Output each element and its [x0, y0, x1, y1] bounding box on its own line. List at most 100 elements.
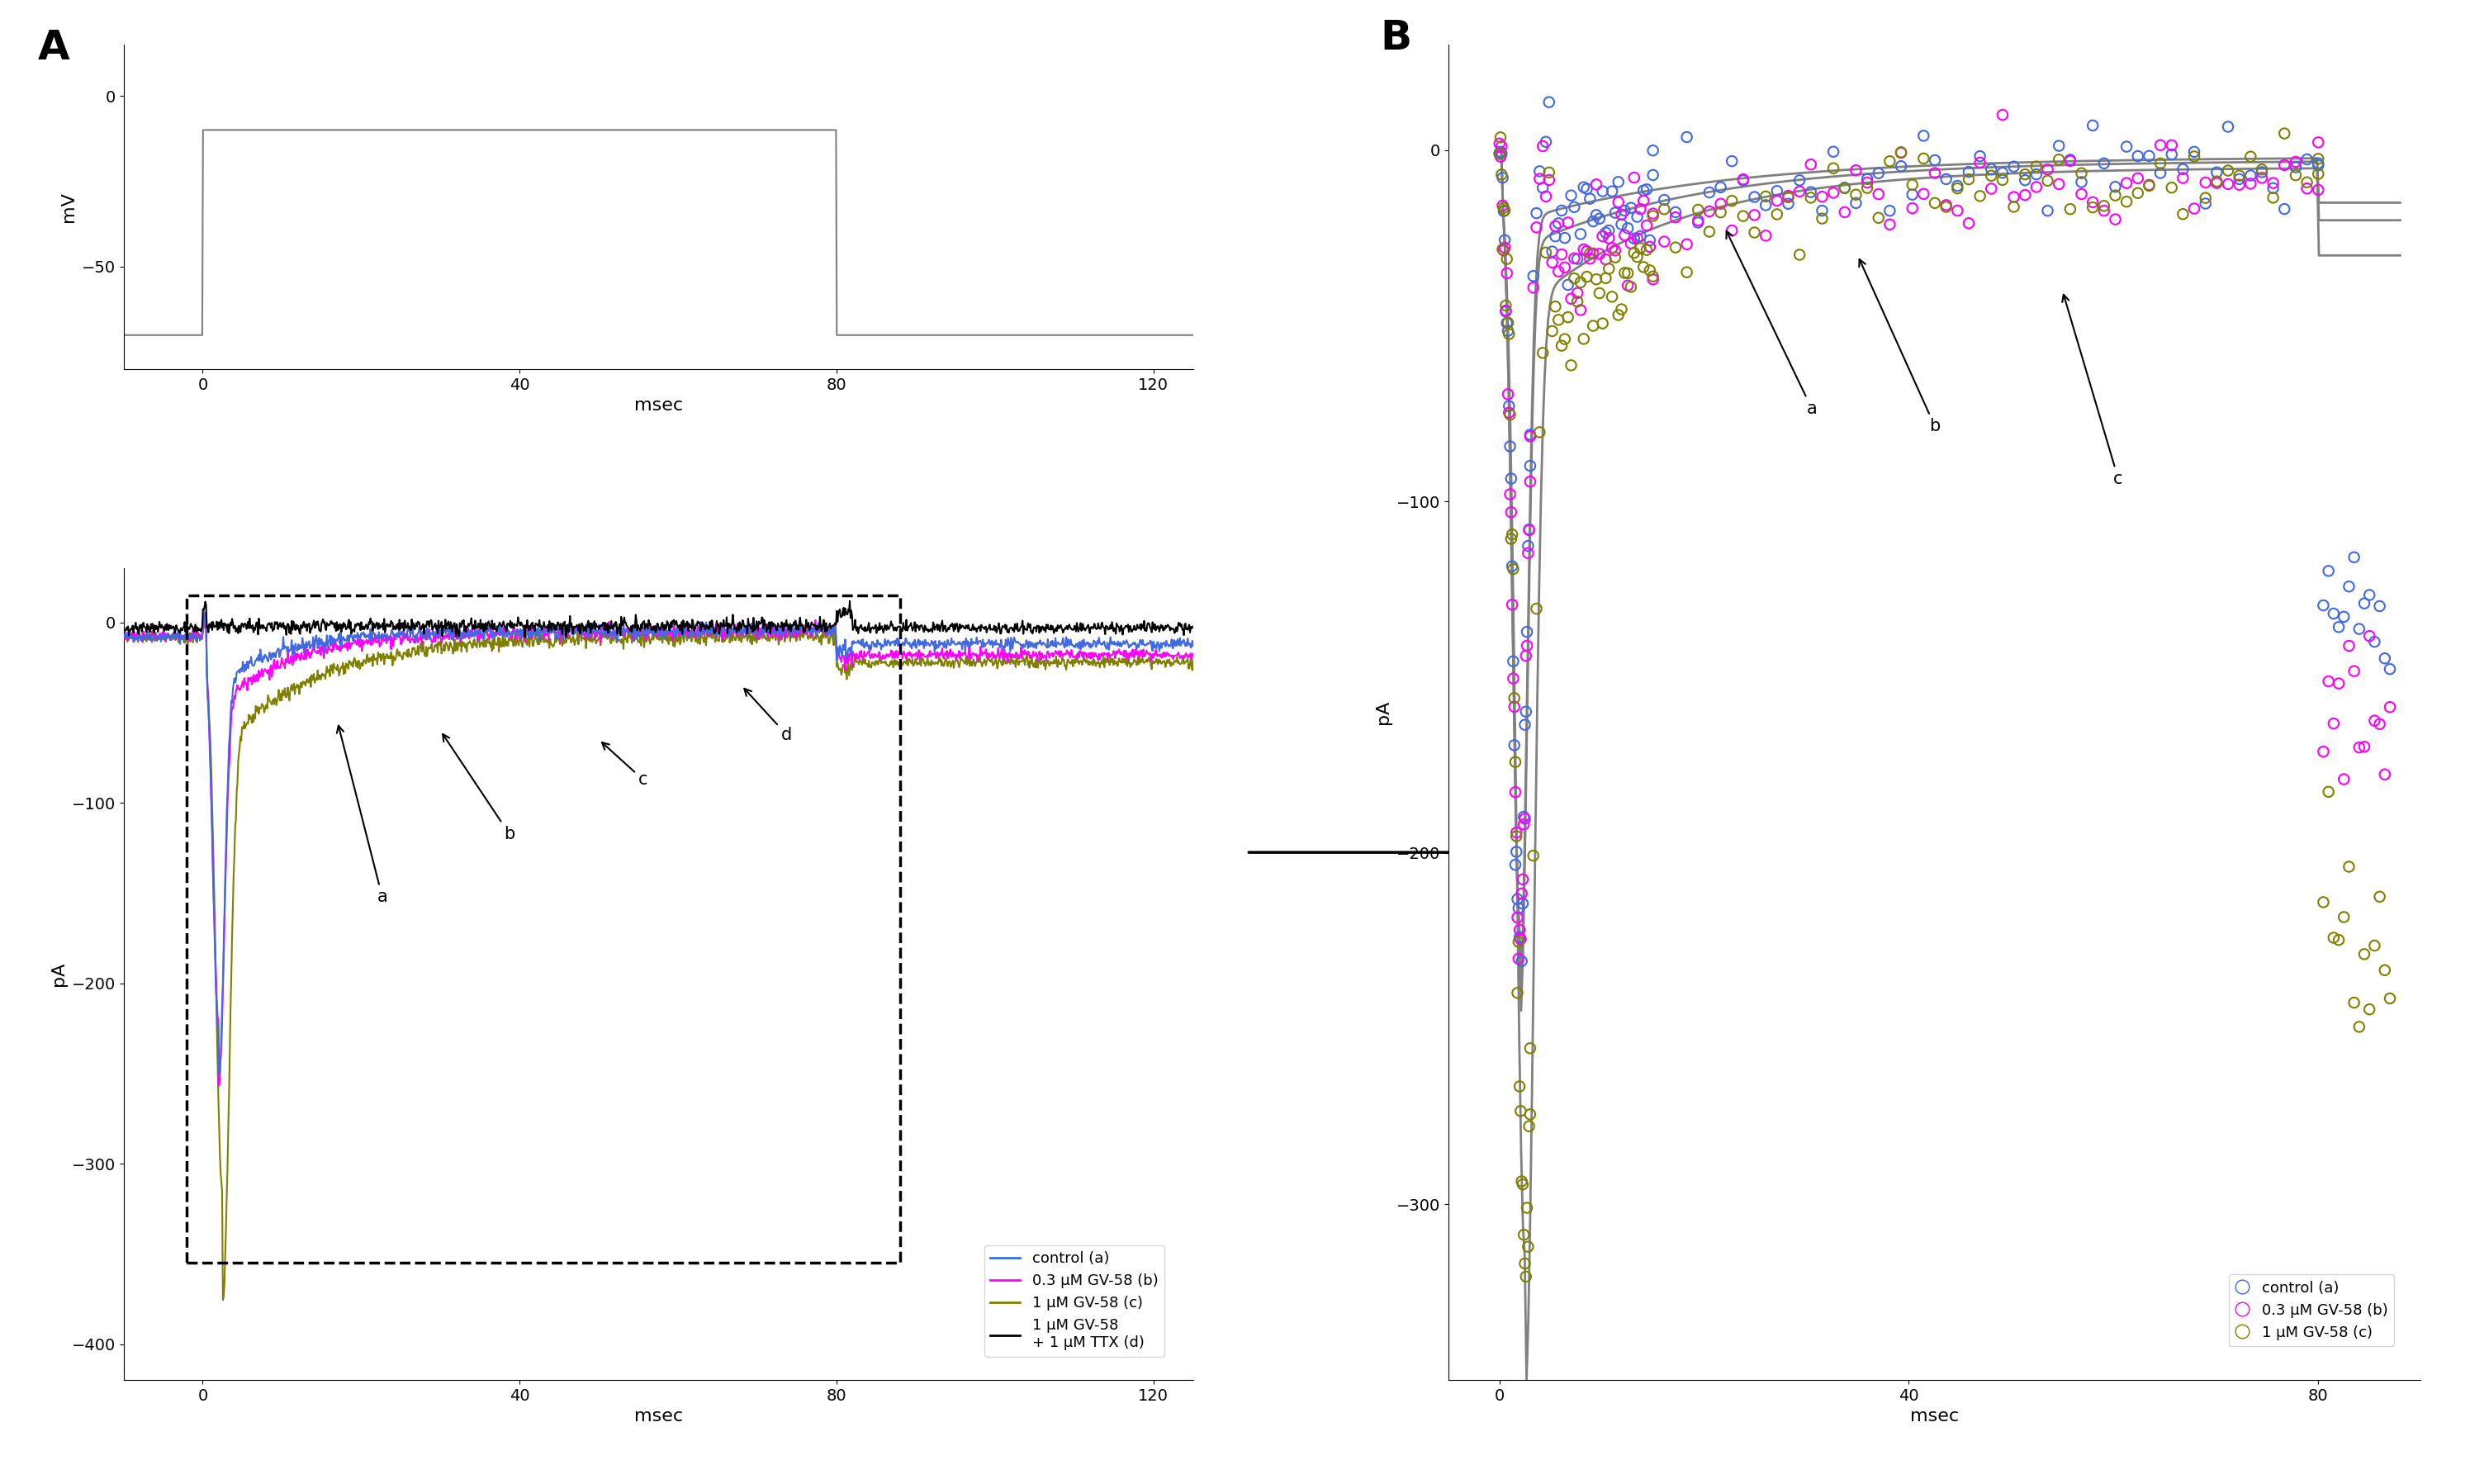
- 1 μM GV-58 (c): [1559, 289, 1598, 313]
- control (a): [2119, 144, 2159, 168]
- 0.3 μM GV-58 (b): [1573, 242, 1613, 266]
- 1 μM GV-58 (c): [1536, 295, 1576, 319]
- 0.3 μM GV-58 (b): [1623, 188, 1662, 212]
- 1 μM GV-58 (c): [1517, 597, 1556, 620]
- 1 μM GV-58 (c): [2314, 926, 2354, 950]
- 0.3 μM GV-58 (b): [1825, 200, 1865, 224]
- 1 μM GV-58 (c): [1529, 160, 1568, 184]
- 1 μM GV-58 (c): [2265, 122, 2305, 145]
- control (a): [2275, 156, 2314, 180]
- control (a): [2309, 559, 2349, 583]
- X-axis label: msec: msec: [635, 398, 682, 414]
- Bar: [188, 595, 899, 1263]
- 1 μM GV-58 (c): [1573, 315, 1613, 338]
- control (a): [2371, 657, 2411, 681]
- 1 μM GV-58 (c): [1677, 197, 1717, 221]
- 0.3 μM GV-58 (b): [1482, 135, 1522, 159]
- control (a): [2016, 162, 2055, 186]
- 1 μM GV-58 (c): [1564, 326, 1603, 350]
- 0.3 μM GV-58 (b): [1583, 224, 1623, 248]
- 1 μM GV-58 (c): [1848, 177, 1887, 200]
- 0.3 μM GV-58 (b): [1499, 947, 1539, 971]
- 1 μM GV-58 (c): [1507, 1196, 1546, 1220]
- control (a): [1494, 853, 1534, 877]
- 0.3 μM GV-58 (b): [1781, 180, 1820, 203]
- 1 μM GV-58 (c): [2016, 154, 2055, 178]
- 1 μM GV-58 (c): [2072, 196, 2112, 220]
- 1 μM GV-58 (c): [1482, 163, 1522, 187]
- 0.3 μM GV-58 (b): [1539, 260, 1578, 283]
- control (a): [2354, 629, 2393, 653]
- 0.3 μM GV-58 (b): [1608, 273, 1647, 297]
- 1 μM GV-58 (c): [2119, 181, 2159, 205]
- 0.3 μM GV-58 (b): [1517, 215, 1556, 239]
- 0.3 μM GV-58 (b): [1586, 248, 1625, 272]
- 1 μM GV-58 (c): [1961, 184, 2001, 208]
- 1 μM GV-58 (c): [2300, 162, 2339, 186]
- control (a): [1509, 518, 1549, 542]
- control (a): [1615, 227, 1655, 251]
- control (a): [1561, 223, 1601, 246]
- control (a): [1655, 200, 1694, 224]
- 1 μM GV-58 (c): [2324, 905, 2364, 929]
- 0.3 μM GV-58 (b): [2095, 208, 2134, 232]
- 0.3 μM GV-58 (b): [2324, 767, 2364, 791]
- control (a): [2300, 151, 2339, 175]
- control (a): [1489, 395, 1529, 418]
- 0.3 μM GV-58 (b): [1601, 203, 1640, 227]
- 0.3 μM GV-58 (b): [1870, 212, 1909, 236]
- 1 μM GV-58 (c): [2230, 145, 2270, 169]
- control (a): [2339, 617, 2379, 641]
- 1 μM GV-58 (c): [1610, 275, 1650, 298]
- 0.3 μM GV-58 (b): [1492, 592, 1531, 616]
- 1 μM GV-58 (c): [1489, 402, 1529, 426]
- control (a): [1633, 163, 1672, 187]
- 0.3 μM GV-58 (b): [1610, 232, 1650, 255]
- control (a): [1504, 804, 1544, 828]
- 0.3 μM GV-58 (b): [1482, 193, 1522, 217]
- 1 μM GV-58 (c): [1712, 188, 1751, 212]
- control (a): [1588, 218, 1628, 242]
- control (a): [1608, 217, 1647, 240]
- control (a): [2243, 160, 2282, 184]
- control (a): [2085, 151, 2124, 175]
- 1 μM GV-58 (c): [1509, 1103, 1549, 1126]
- 1 μM GV-58 (c): [2141, 151, 2181, 175]
- Text: A: A: [37, 28, 69, 68]
- Text: a: a: [336, 726, 388, 905]
- 0.3 μM GV-58 (b): [2329, 634, 2369, 657]
- 0.3 μM GV-58 (b): [1561, 298, 1601, 322]
- 0.3 μM GV-58 (b): [1712, 218, 1751, 242]
- control (a): [1487, 300, 1526, 324]
- 1 μM GV-58 (c): [1566, 264, 1606, 288]
- 1 μM GV-58 (c): [1734, 221, 1773, 245]
- 0.3 μM GV-58 (b): [1504, 807, 1544, 831]
- 0.3 μM GV-58 (b): [1564, 237, 1603, 261]
- 1 μM GV-58 (c): [2062, 162, 2102, 186]
- 1 μM GV-58 (c): [1724, 205, 1764, 229]
- 0.3 μM GV-58 (b): [2339, 736, 2379, 760]
- control (a): [1606, 199, 1645, 223]
- 1 μM GV-58 (c): [1803, 206, 1843, 230]
- control (a): [1497, 840, 1536, 864]
- 0.3 μM GV-58 (b): [2062, 183, 2102, 206]
- 0.3 μM GV-58 (b): [2050, 148, 2090, 172]
- 1 μM GV-58 (c): [2319, 928, 2359, 951]
- control (a): [2062, 171, 2102, 194]
- 0.3 μM GV-58 (b): [2186, 171, 2225, 194]
- 1 μM GV-58 (c): [1860, 206, 1899, 230]
- 1 μM GV-58 (c): [1494, 686, 1534, 709]
- 1 μM GV-58 (c): [1526, 240, 1566, 264]
- control (a): [1734, 186, 1773, 209]
- 1 μM GV-58 (c): [1606, 261, 1645, 285]
- 1 μM GV-58 (c): [1630, 258, 1670, 282]
- control (a): [1791, 180, 1830, 203]
- 1 μM GV-58 (c): [1484, 196, 1524, 220]
- control (a): [1489, 435, 1529, 459]
- 0.3 μM GV-58 (b): [1633, 267, 1672, 291]
- 0.3 μM GV-58 (b): [2309, 669, 2349, 693]
- control (a): [1502, 892, 1541, 916]
- control (a): [1480, 141, 1519, 165]
- 1 μM GV-58 (c): [2329, 855, 2369, 879]
- control (a): [2324, 605, 2364, 629]
